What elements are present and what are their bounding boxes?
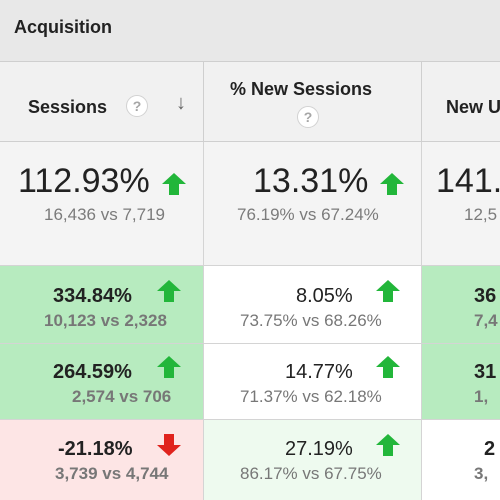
row-compare: 3,739 vs 4,744 xyxy=(55,464,169,483)
table-row-3-sessions: -21.18% 3,739 vs 4,744 xyxy=(0,420,204,500)
up-arrow-icon xyxy=(380,173,404,195)
row-compare: 1, xyxy=(474,387,489,406)
column-header-label: New U xyxy=(446,97,500,117)
table-row-3-new-users: 2 3, xyxy=(422,420,500,500)
summary-compare: 12,5 xyxy=(464,205,498,224)
group-title: Acquisition xyxy=(14,17,112,37)
row-value: 27.19% xyxy=(285,438,353,460)
summary-cell-new-users: 141. 12,5 xyxy=(422,142,500,266)
row-value: 2 xyxy=(484,438,496,460)
row-value: -21.18% xyxy=(58,438,133,460)
column-header-label: Sessions xyxy=(28,97,108,117)
row-value: 36 xyxy=(474,285,497,307)
table-row-2-sessions: 264.59% 2,574 vs 706 xyxy=(0,344,204,420)
summary-value: 112.93% xyxy=(18,162,150,200)
column-header-new-sessions[interactable]: % New Sessions ? xyxy=(204,62,422,142)
table-row-1-new-users: 36 7,4 xyxy=(422,266,500,344)
row-compare: 71.37% vs 62.18% xyxy=(240,387,382,406)
row-value: 14.77% xyxy=(285,361,353,383)
up-arrow-icon xyxy=(376,434,400,456)
sort-descending-icon[interactable]: ↓ xyxy=(176,92,186,114)
down-arrow-icon xyxy=(157,434,181,456)
column-header-sessions[interactable]: Sessions ? ↓ xyxy=(0,62,204,142)
row-value: 334.84% xyxy=(53,285,132,307)
row-compare: 3, xyxy=(474,464,489,483)
help-icon[interactable]: ? xyxy=(126,95,148,117)
up-arrow-icon xyxy=(157,280,181,302)
up-arrow-icon xyxy=(162,173,186,195)
table-row-2-new-users: 31 1, xyxy=(422,344,500,420)
column-header-new-users[interactable]: New U xyxy=(422,62,500,142)
summary-compare: 16,436 vs 7,719 xyxy=(44,205,165,224)
help-icon[interactable]: ? xyxy=(297,106,319,128)
row-compare: 2,574 vs 706 xyxy=(72,387,172,406)
row-compare: 86.17% vs 67.75% xyxy=(240,464,382,483)
table-row-1-new-sessions: 8.05% 73.75% vs 68.26% xyxy=(204,266,422,344)
summary-compare: 76.19% vs 67.24% xyxy=(237,205,379,224)
column-header-label: % New Sessions xyxy=(230,79,373,99)
row-compare: 73.75% vs 68.26% xyxy=(240,311,382,330)
up-arrow-icon xyxy=(376,280,400,302)
row-compare: 7,4 xyxy=(474,311,498,330)
row-value: 8.05% xyxy=(296,285,353,307)
summary-cell-sessions: 112.93% 16,436 vs 7,719 xyxy=(0,142,204,266)
row-value: 264.59% xyxy=(53,361,132,383)
summary-cell-new-sessions: 13.31% 76.19% vs 67.24% xyxy=(204,142,422,266)
acquisition-group-header: Acquisition xyxy=(0,0,500,62)
table-row-1-sessions: 334.84% 10,123 vs 2,328 xyxy=(0,266,204,344)
table-row-2-new-sessions: 14.77% 71.37% vs 62.18% xyxy=(204,344,422,420)
row-value: 31 xyxy=(474,361,497,383)
table-row-3-new-sessions: 27.19% 86.17% vs 67.75% xyxy=(204,420,422,500)
up-arrow-icon xyxy=(376,356,400,378)
up-arrow-icon xyxy=(157,356,181,378)
summary-value: 13.31% xyxy=(253,162,369,200)
summary-value: 141. xyxy=(436,162,500,200)
row-compare: 10,123 vs 2,328 xyxy=(44,311,167,330)
